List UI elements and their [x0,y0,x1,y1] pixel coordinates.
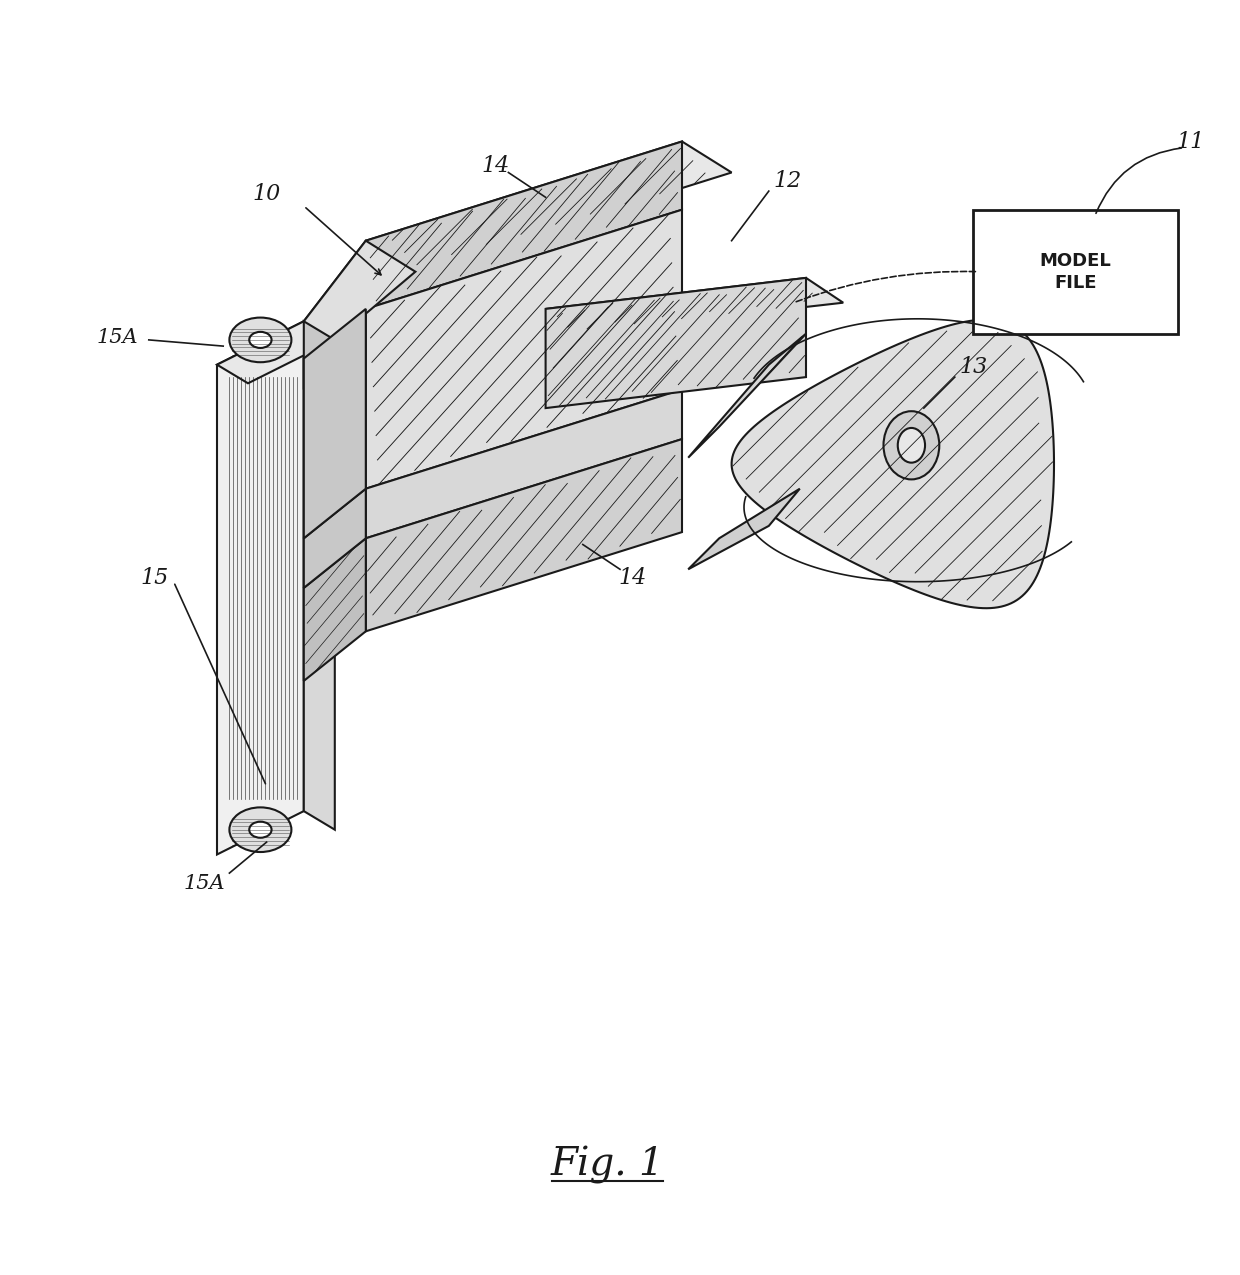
Ellipse shape [229,317,291,362]
Polygon shape [304,309,366,538]
Ellipse shape [229,807,291,852]
Polygon shape [366,209,682,488]
Text: 14: 14 [482,156,510,177]
Polygon shape [217,321,335,384]
Polygon shape [304,321,335,830]
Polygon shape [304,488,366,588]
Text: 15: 15 [141,567,169,589]
Ellipse shape [883,412,940,479]
Text: 10: 10 [253,182,280,204]
Polygon shape [217,321,304,854]
Polygon shape [304,241,415,340]
Text: 13: 13 [960,356,987,379]
Polygon shape [546,278,843,334]
Ellipse shape [249,821,272,838]
FancyBboxPatch shape [973,209,1178,334]
Text: 15A: 15A [97,328,139,347]
Polygon shape [304,241,366,389]
Text: 15A: 15A [184,873,226,892]
Text: 12: 12 [774,170,801,193]
Polygon shape [304,538,366,681]
Polygon shape [366,142,682,309]
Polygon shape [366,142,732,272]
Text: 11: 11 [1177,130,1204,153]
Polygon shape [732,320,1054,608]
Polygon shape [366,389,682,538]
Text: 14: 14 [619,567,646,589]
Text: Fig. 1: Fig. 1 [551,1145,665,1183]
Polygon shape [688,488,800,570]
Polygon shape [546,278,806,408]
Text: MODEL
FILE: MODEL FILE [1040,251,1111,292]
Polygon shape [366,439,682,631]
Ellipse shape [898,428,925,463]
Ellipse shape [249,332,272,348]
Polygon shape [688,334,806,458]
